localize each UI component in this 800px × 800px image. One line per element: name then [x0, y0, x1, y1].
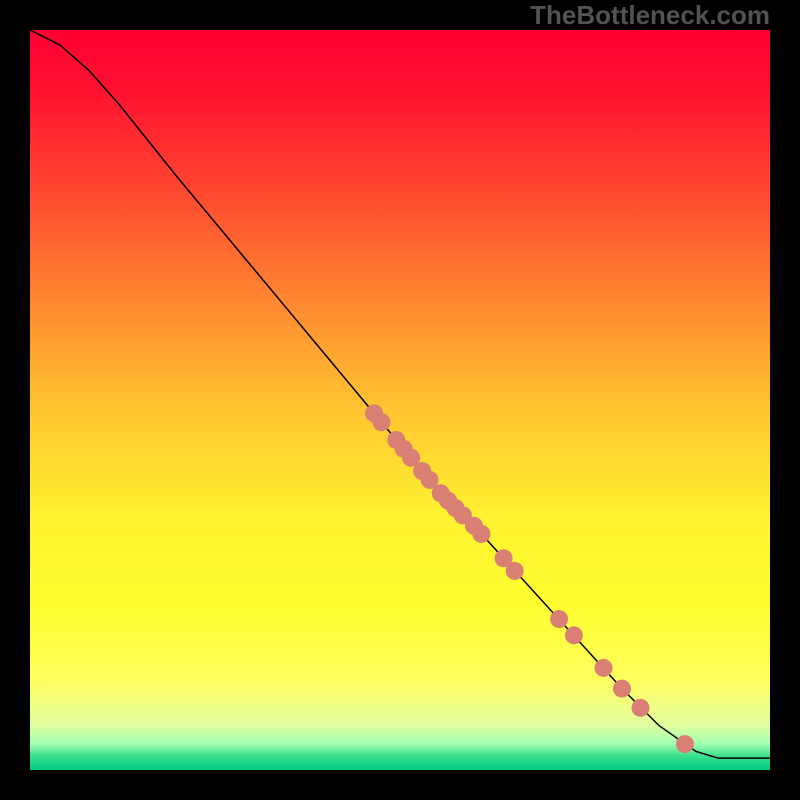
- scatter-point: [373, 413, 391, 431]
- chart-container: TheBottleneck.com: [0, 0, 800, 800]
- scatter-point: [676, 735, 694, 753]
- curve-line: [30, 30, 770, 758]
- scatter-point: [613, 680, 631, 698]
- chart-svg: [0, 0, 800, 800]
- scatter-points: [365, 404, 694, 753]
- scatter-point: [506, 562, 524, 580]
- scatter-point: [565, 626, 583, 644]
- scatter-point: [550, 610, 568, 628]
- scatter-point: [632, 699, 650, 717]
- scatter-point: [472, 525, 490, 543]
- scatter-point: [595, 659, 613, 677]
- watermark-text: TheBottleneck.com: [530, 0, 770, 31]
